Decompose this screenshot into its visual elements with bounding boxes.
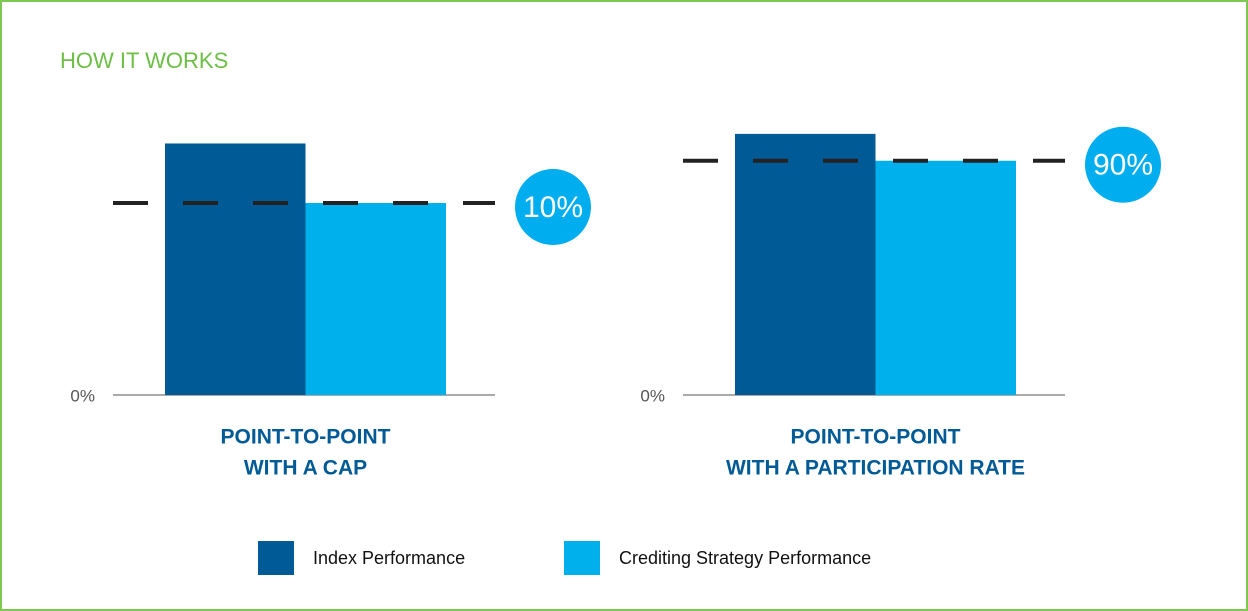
bar bbox=[735, 133, 876, 395]
page-title: HOW IT WORKS bbox=[60, 48, 228, 73]
bar bbox=[305, 203, 446, 395]
badge-label: 10% bbox=[523, 191, 583, 224]
legend-swatch bbox=[258, 541, 294, 575]
x-label: POINT-TO-POINT bbox=[221, 426, 391, 449]
bar bbox=[875, 160, 1016, 395]
badge bbox=[515, 169, 591, 245]
badge bbox=[1085, 126, 1161, 203]
legend-label: Crediting Strategy Performance bbox=[619, 548, 871, 568]
x-label: WITH A CAP bbox=[244, 457, 367, 480]
badge-label: 90% bbox=[1093, 149, 1153, 182]
y-tick-label: 0% bbox=[640, 386, 665, 405]
y-tick-label: 0% bbox=[70, 386, 95, 405]
bar bbox=[165, 143, 306, 395]
legend-swatch bbox=[564, 541, 600, 575]
legend-label: Index Performance bbox=[313, 548, 465, 568]
x-label: POINT-TO-POINT bbox=[791, 426, 961, 449]
x-label: WITH A PARTICIPATION RATE bbox=[726, 457, 1025, 480]
